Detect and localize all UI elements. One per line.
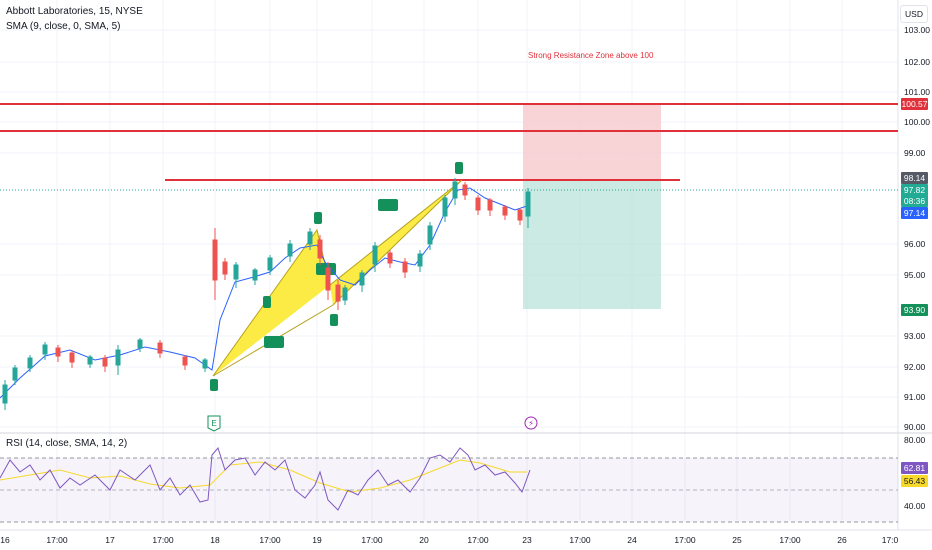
price-tick: 96.00 <box>904 239 926 249</box>
earnings-marker[interactable]: E <box>207 415 221 432</box>
rsi-line <box>0 446 531 511</box>
time-tick: 17:00 <box>467 535 489 545</box>
time-tick: 26 <box>837 535 847 545</box>
price-tick: 103.00 <box>904 25 930 35</box>
price-tick: 102.00 <box>904 57 930 67</box>
dividend-marker-icon: ⚡ <box>528 419 534 428</box>
dividend-marker[interactable]: ⚡ <box>524 416 538 430</box>
currency-button[interactable]: USD <box>900 5 928 23</box>
time-tick: 17:00 <box>259 535 281 545</box>
sma-indicator-label[interactable]: SMA (9, close, 0, SMA, 5) <box>6 21 121 32</box>
time-tick: 17:00 <box>46 535 68 545</box>
price-tick: 99.00 <box>904 148 926 158</box>
time-tick: 17:00 <box>674 535 696 545</box>
resistance-annotation[interactable]: Strong Resistance Zone above 100 <box>528 51 654 60</box>
time-tick: 17:00 <box>569 535 591 545</box>
time-tick: 20 <box>419 535 429 545</box>
price-tick: 90.00 <box>904 422 926 432</box>
price-tag-countdown: 08:36 <box>901 195 928 207</box>
rsi-tag-sma: 56.43 <box>901 475 928 487</box>
stop-loss-zone[interactable] <box>523 104 661 180</box>
rsi-tick: 40.00 <box>904 501 926 511</box>
time-tick: 18 <box>210 535 220 545</box>
rsi-sma-line <box>0 459 527 493</box>
time-tick: 17 <box>105 535 115 545</box>
price-tag-target: 93.90 <box>901 304 928 316</box>
rsi-tag-value: 62.81 <box>901 462 928 474</box>
price-tag-resistance: 100.57 <box>901 98 928 110</box>
time-tick: 17:00 <box>152 535 174 545</box>
price-tick: 91.00 <box>904 392 926 402</box>
time-tick: 19 <box>312 535 322 545</box>
price-tick: 93.00 <box>904 331 926 341</box>
price-tick: 100.00 <box>904 117 930 127</box>
take-profit-zone[interactable] <box>523 180 661 309</box>
time-tick: 17:0 <box>882 535 899 545</box>
time-tick: 17:00 <box>779 535 801 545</box>
candlesticks <box>2 178 531 410</box>
rsi-indicator-label[interactable]: RSI (14, close, SMA, 14, 2) <box>6 438 128 449</box>
grid <box>0 0 898 520</box>
price-tick: 95.00 <box>904 270 926 280</box>
time-tick: 17:00 <box>361 535 383 545</box>
time-tick: 16 <box>0 535 10 545</box>
price-axis[interactable]: 103.00 102.00 101.00 100.00 99.00 96.00 … <box>904 25 930 511</box>
time-axis[interactable]: 16 17:00 17 17:00 18 17:00 19 17:00 20 1… <box>0 535 898 545</box>
earnings-marker-label: E <box>211 419 216 428</box>
rsi-tick: 80.00 <box>904 435 926 445</box>
price-tag-neckline: 98.14 <box>901 172 928 184</box>
time-tick: 25 <box>732 535 742 545</box>
price-tag-sma: 97.14 <box>901 207 928 219</box>
time-tick: 24 <box>627 535 637 545</box>
price-tick: 101.00 <box>904 87 930 97</box>
time-tick: 23 <box>522 535 532 545</box>
price-tag-last: 97.82 <box>901 184 928 196</box>
price-tick: 92.00 <box>904 362 926 372</box>
symbol-title[interactable]: Abbott Laboratories, 15, NYSE <box>6 6 143 17</box>
